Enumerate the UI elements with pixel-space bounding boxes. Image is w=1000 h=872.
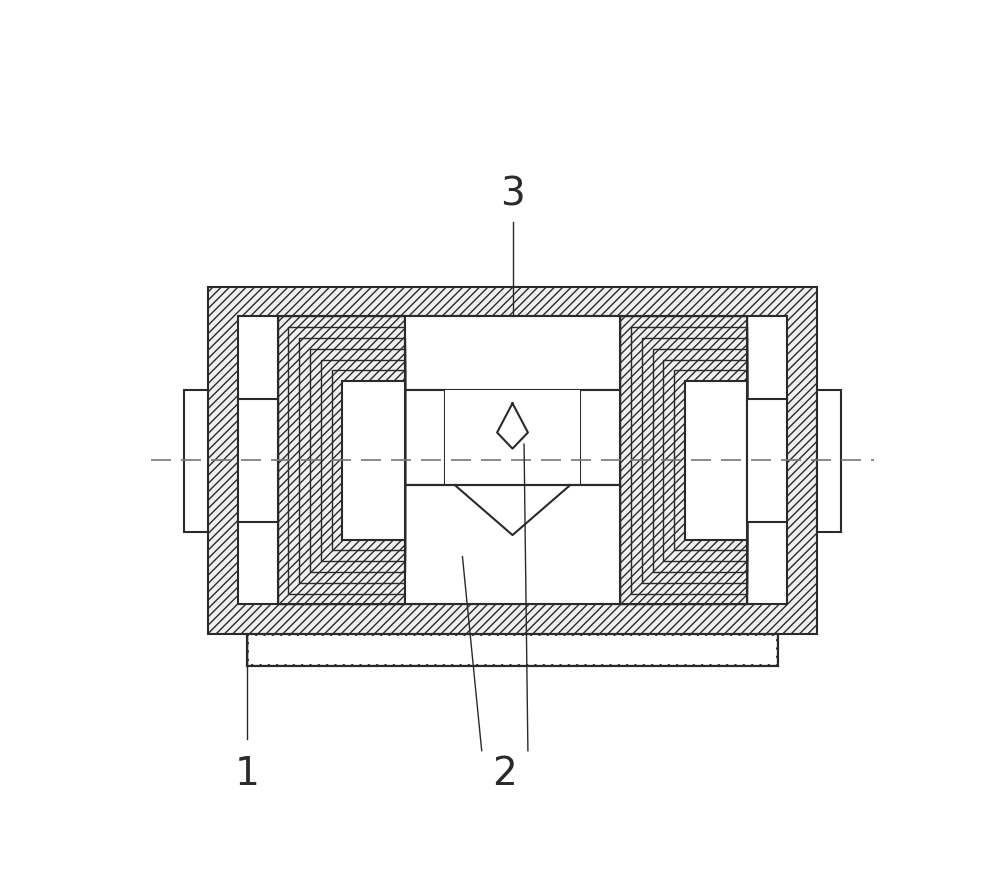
Bar: [631, 327, 747, 594]
Bar: [288, 327, 405, 594]
Bar: [342, 381, 405, 540]
Bar: [184, 390, 208, 532]
Bar: [247, 634, 778, 666]
Bar: [238, 317, 787, 604]
Bar: [674, 371, 747, 550]
Bar: [653, 349, 747, 572]
Bar: [299, 338, 405, 582]
Bar: [445, 390, 580, 485]
Bar: [249, 636, 776, 664]
Bar: [642, 338, 747, 582]
Bar: [332, 371, 405, 550]
Bar: [747, 399, 787, 522]
Bar: [405, 317, 620, 390]
Bar: [321, 359, 405, 562]
Bar: [310, 349, 405, 572]
Bar: [817, 390, 841, 532]
Bar: [208, 287, 817, 634]
Bar: [620, 317, 747, 604]
Bar: [278, 317, 405, 604]
Bar: [663, 359, 747, 562]
Bar: [405, 390, 445, 485]
Text: 3: 3: [500, 176, 525, 214]
Bar: [685, 381, 747, 540]
Text: 1: 1: [234, 754, 259, 793]
Bar: [278, 317, 405, 604]
Bar: [620, 317, 747, 604]
Text: 2: 2: [492, 754, 517, 793]
Bar: [580, 390, 620, 485]
Bar: [238, 399, 278, 522]
Bar: [405, 485, 620, 604]
